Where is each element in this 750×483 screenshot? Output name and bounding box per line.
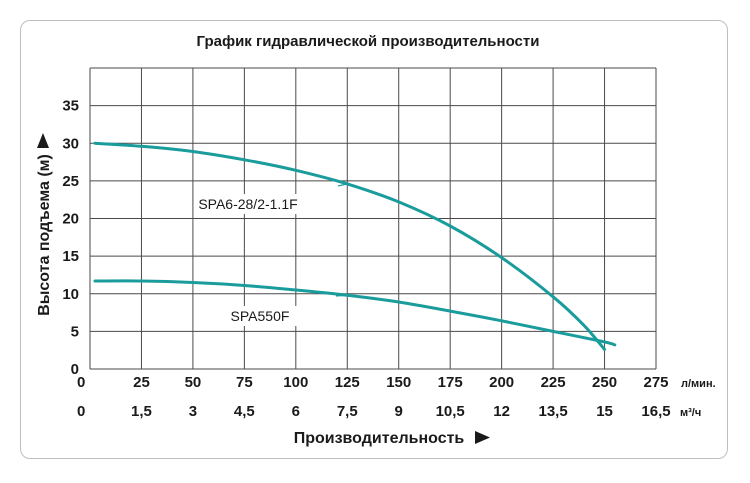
x-tick-label: 50 — [185, 374, 202, 391]
y-axis-arrow-icon — [37, 133, 49, 148]
x-tick-label: 75 — [236, 374, 253, 391]
x2-tick-label: 1,5 — [131, 403, 152, 420]
x2-tick-label: 6 — [292, 403, 300, 420]
x-tick-label: 250 — [592, 374, 617, 391]
y-tick-label: 10 — [62, 286, 79, 303]
y-tick-label: 35 — [62, 98, 79, 115]
x-tick-label: 25 — [133, 374, 150, 391]
x-tick-label: 150 — [386, 374, 411, 391]
x-axis-ticks: 0 25 50 75 100 125 150 175 200 225 250 275 — [77, 374, 669, 391]
x2-tick-label: 15 — [596, 403, 613, 420]
y-axis-title: Высота подъема (м) — [36, 154, 53, 316]
x2-tick-label: 16,5 — [641, 403, 670, 420]
x2-tick-label: 9 — [395, 403, 403, 420]
x2-tick-label: 0 — [77, 403, 85, 420]
x2-tick-label: 3 — [189, 403, 197, 420]
y-tick-label: 15 — [62, 248, 79, 265]
x-tick-label: 175 — [438, 374, 463, 391]
x-tick-label: 275 — [643, 374, 668, 391]
x-tick-label: 0 — [77, 374, 85, 391]
x-tick-label: 125 — [335, 374, 360, 391]
x-axis-unit: л/мин. — [681, 378, 716, 390]
series-lines — [93, 141, 617, 351]
y-tick-label: 25 — [62, 173, 79, 190]
y-tick-label: 30 — [62, 135, 79, 152]
x-tick-label: 100 — [283, 374, 308, 391]
x2-axis-ticks: 0 1,5 3 4,5 6 7,5 9 10,5 12 13,5 15 16,5 — [77, 403, 671, 420]
x2-tick-label: 10,5 — [436, 403, 465, 420]
series-labels: SPA6-28/2-1.1F SPA550F — [194, 183, 348, 326]
x2-tick-label: 12 — [493, 403, 510, 420]
x2-tick-label: 4,5 — [234, 403, 255, 420]
x-axis-arrow-icon — [475, 431, 490, 444]
y-axis-ticks: 0 5 10 15 20 25 30 35 — [62, 98, 79, 378]
y-tick-label: 5 — [71, 323, 79, 340]
series-line-1 — [93, 141, 606, 351]
series-leader-line — [337, 183, 348, 187]
x2-axis-unit: м³/ч — [680, 407, 701, 419]
x2-tick-label: 13,5 — [538, 403, 567, 420]
x-tick-label: 225 — [541, 374, 566, 391]
chart-frame — [20, 20, 728, 459]
y-tick-label: 0 — [71, 361, 79, 378]
series-label-bg — [194, 194, 302, 214]
chart-title: График гидравлической производительности — [197, 33, 540, 50]
series-label: SPA6-28/2-1.1F — [198, 196, 297, 212]
x-axis-label: Производительность — [294, 430, 465, 447]
series-label-bg — [219, 306, 301, 326]
y-tick-label: 20 — [62, 211, 79, 228]
series-label: SPA550F — [231, 308, 290, 324]
grid — [89, 67, 657, 370]
series-leader-line — [335, 294, 348, 297]
x2-tick-label: 7,5 — [337, 403, 358, 420]
x-tick-label: 200 — [489, 374, 514, 391]
y-axis-label: Высота подъема (м) — [36, 154, 53, 316]
series-line-2 — [93, 279, 617, 347]
